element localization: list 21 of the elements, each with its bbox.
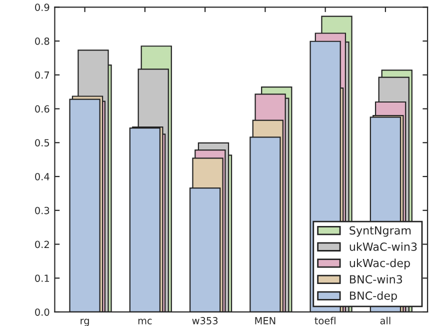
legend-label: SyntNgram	[350, 226, 411, 237]
y-tick-label: 0.6	[35, 105, 50, 113]
legend-label: BNC-win3	[350, 274, 402, 284]
x-tick-label: mc	[138, 318, 152, 324]
x-tick-label: toefl	[314, 316, 336, 324]
legend-label: BNC-dep	[350, 291, 397, 302]
y-tick-label: 0.5	[35, 139, 50, 146]
legend-label: ukWaC-win3	[350, 242, 417, 251]
y-tick-label: 0.3	[35, 206, 50, 214]
y-tick-label: 0.9	[35, 4, 50, 12]
x-tick-label: w353	[192, 317, 218, 324]
y-tick-label: 0.1	[35, 274, 49, 282]
x-tick-label: rg	[80, 318, 89, 326]
legend-label: ukWac-dep	[350, 258, 410, 270]
x-tick-label: all	[380, 316, 390, 324]
x-tick-label: MEN	[255, 317, 276, 324]
y-tick-label: 0.0	[35, 308, 50, 316]
y-tick-label: 0.7	[35, 71, 50, 79]
y-tick-label: 0.8	[35, 38, 50, 45]
y-tick-label: 0.2	[35, 240, 49, 248]
y-tick-label: 0.4	[35, 172, 50, 180]
